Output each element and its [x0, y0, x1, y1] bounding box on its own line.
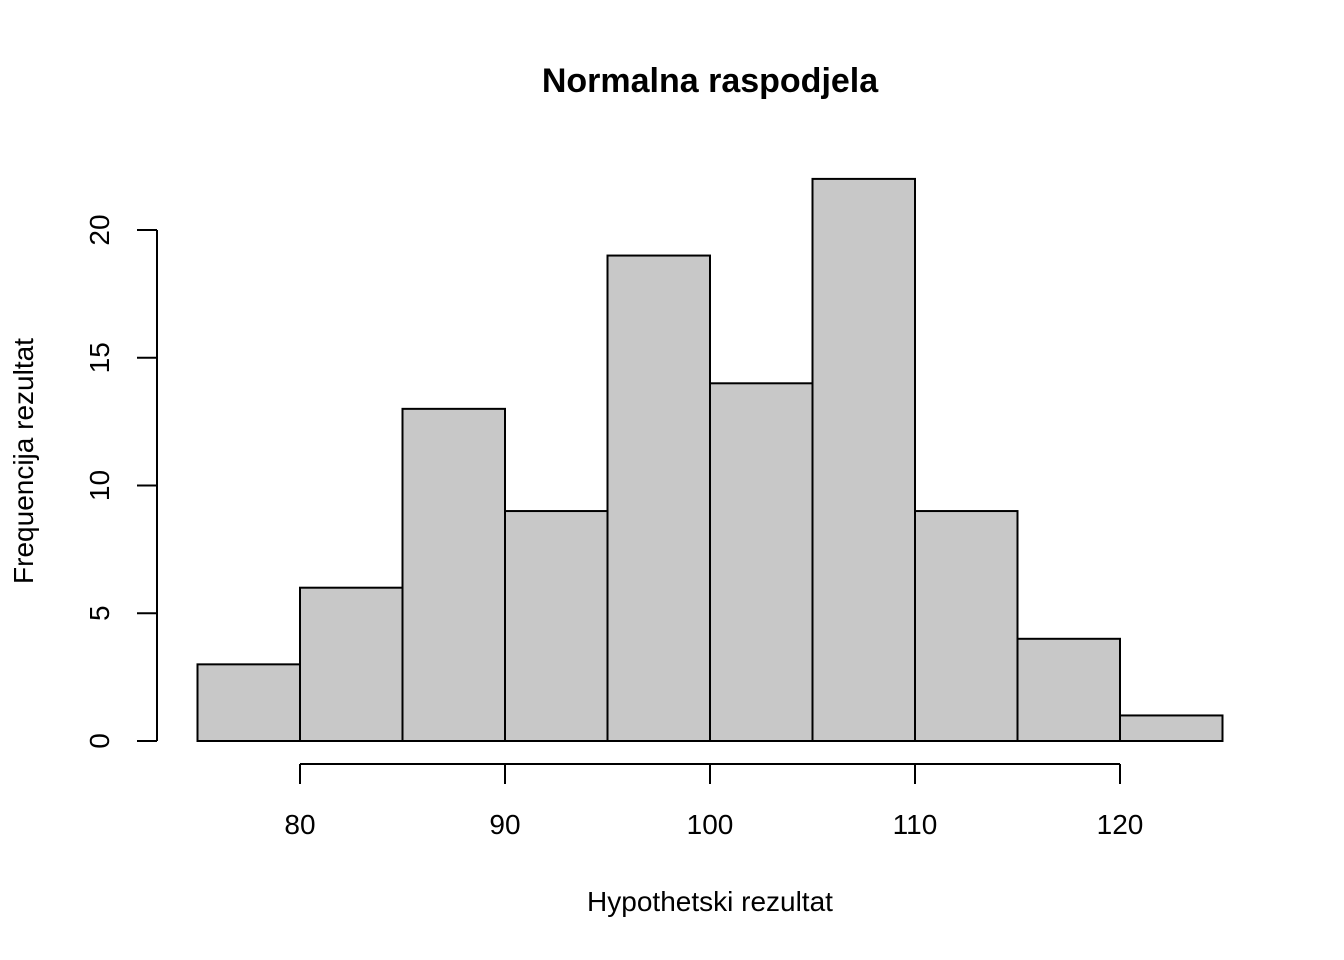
x-tick-label: 80: [284, 809, 315, 840]
y-tick-label: 5: [84, 605, 115, 621]
x-axis: 80 90 100 110 120: [284, 763, 1144, 840]
histogram-bar: [299, 586, 404, 743]
histogram-bar: [1016, 637, 1121, 742]
histogram-bar: [401, 407, 506, 742]
x-tick-label: 90: [489, 809, 520, 840]
bars-group: [196, 177, 1224, 743]
histogram-bar: [811, 177, 916, 742]
histogram-bar: [504, 510, 609, 742]
x-tick-label: 100: [687, 809, 734, 840]
histogram-bar: [1119, 714, 1224, 743]
x-axis-label: Hypothetski rezultat: [587, 886, 833, 917]
y-axis-label: Frequencija rezultat: [8, 338, 39, 584]
histogram-bar: [606, 254, 711, 743]
histogram-bar: [914, 510, 1019, 742]
y-tick-label: 20: [84, 214, 115, 245]
y-axis: 0 5 10 15 20: [84, 214, 158, 749]
y-tick-label: 15: [84, 342, 115, 373]
y-tick-label: 10: [84, 470, 115, 501]
histogram-bar: [709, 382, 814, 742]
x-tick-label: 110: [893, 809, 938, 840]
histogram-bar: [196, 663, 301, 742]
x-tick-label: 120: [1097, 809, 1144, 840]
y-tick-label: 0: [84, 733, 115, 749]
chart-title: Normalna raspodjela: [542, 62, 879, 100]
